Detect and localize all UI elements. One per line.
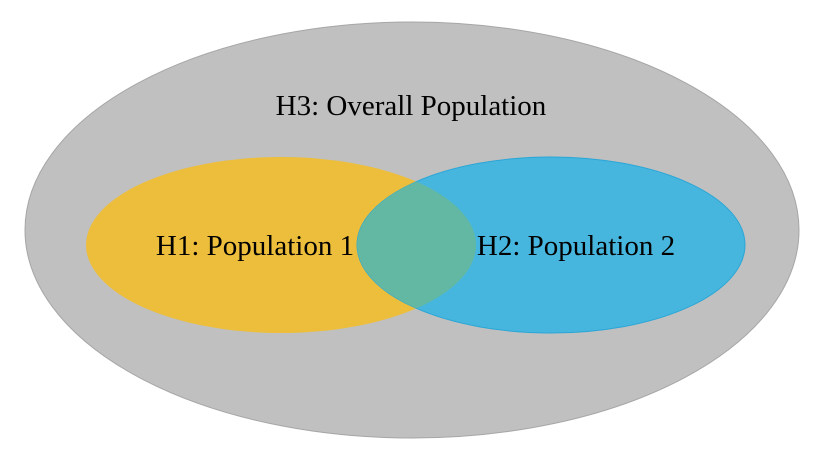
population-1-label: H1: Population 1 (156, 230, 354, 262)
population-1-ellipse (86, 157, 476, 333)
overall-population-label: H3: Overall Population (276, 90, 547, 122)
population-2-label: H2: Population 2 (477, 230, 675, 262)
